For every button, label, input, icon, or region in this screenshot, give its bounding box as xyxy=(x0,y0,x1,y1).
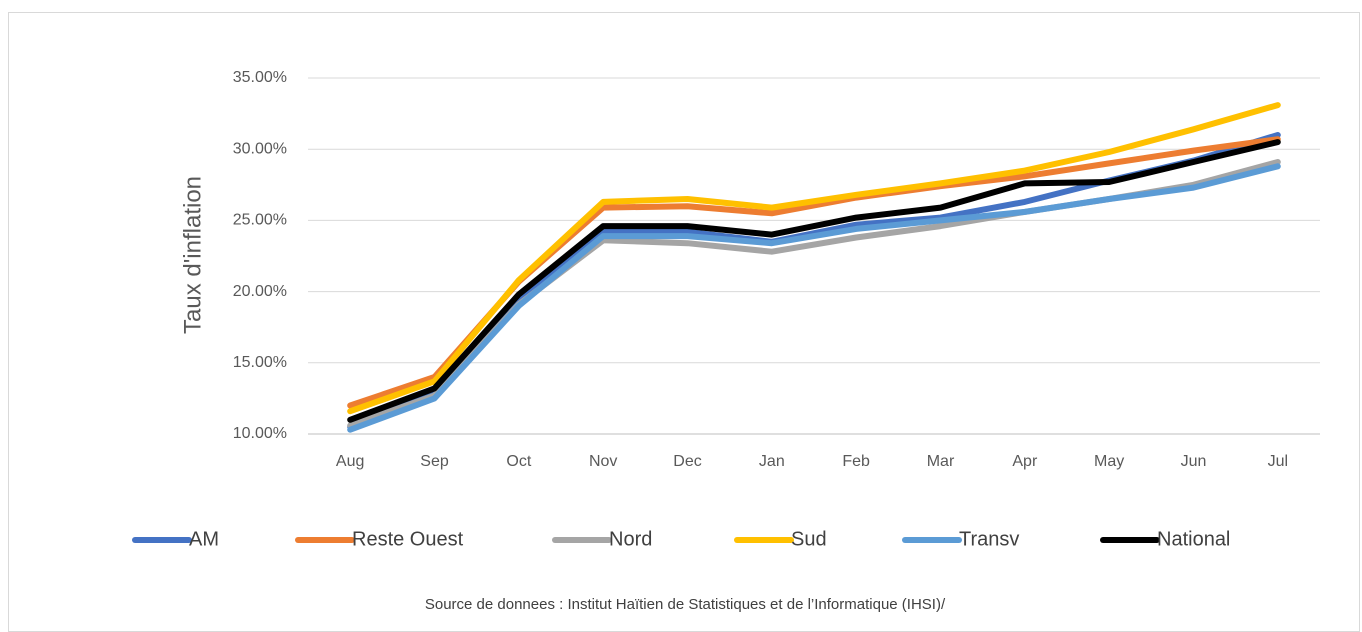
legend-item-sud: Sud xyxy=(734,528,827,550)
series-lines xyxy=(347,102,1281,433)
series-line-sud xyxy=(347,102,1281,415)
x-tick-label: Jan xyxy=(759,453,785,470)
legend-label: Nord xyxy=(609,528,652,550)
series-line-reste-ouest xyxy=(347,136,1281,409)
y-tick-label: 25.00% xyxy=(233,212,287,229)
y-tick-label: 30.00% xyxy=(233,140,287,157)
y-tick-label: 20.00% xyxy=(233,283,287,300)
series-line-transv xyxy=(347,163,1281,433)
x-tick-label: Jun xyxy=(1181,453,1207,470)
legend: AM Reste Ouest Nord Sud Transv National xyxy=(132,528,1230,550)
legend-label: Sud xyxy=(791,528,827,550)
series-line-national xyxy=(347,139,1281,423)
legend-item-reste-ouest: Reste Ouest xyxy=(295,528,464,550)
x-tick-label: Jul xyxy=(1268,453,1288,470)
y-tick-label: 10.00% xyxy=(233,425,287,442)
y-axis-label: Taux d'inflation xyxy=(179,176,206,334)
x-tick-label: Aug xyxy=(336,453,364,470)
x-tick-label: Mar xyxy=(927,453,955,470)
legend-item-national: National xyxy=(1100,528,1230,550)
x-tick-label: Dec xyxy=(673,453,701,470)
legend-label: AM xyxy=(189,528,219,550)
series-line-am xyxy=(347,132,1281,430)
legend-label: Reste Ouest xyxy=(352,528,464,550)
x-tick-label: Apr xyxy=(1012,453,1038,470)
inflation-chart: 10.00% 15.00% 20.00% 25.00% 30.00% 35.00% Aug… xyxy=(132,69,1320,613)
legend-item-nord: Nord xyxy=(552,528,652,550)
legend-item-transv: Transv xyxy=(902,528,1019,550)
legend-item-am: AM xyxy=(132,528,219,550)
legend-label: Transv xyxy=(959,528,1019,550)
x-tick-label: Sep xyxy=(420,453,449,470)
legend-label: National xyxy=(1157,528,1230,550)
x-tick-label: Nov xyxy=(589,453,617,470)
x-axis-ticks: Aug Sep Oct Nov Dec Jan Feb Mar Apr May Jun Jul xyxy=(336,453,1288,470)
y-tick-label: 15.00% xyxy=(233,354,287,371)
y-tick-label: 35.00% xyxy=(233,69,287,86)
source-note: Source de donnees : Institut Haïtien de … xyxy=(425,596,946,613)
x-tick-label: Oct xyxy=(506,453,531,470)
x-tick-label: Feb xyxy=(842,453,870,470)
gridlines xyxy=(308,77,1320,435)
x-tick-label: May xyxy=(1094,453,1124,470)
y-axis-ticks: 10.00% 15.00% 20.00% 25.00% 30.00% 35.00% xyxy=(233,69,287,442)
